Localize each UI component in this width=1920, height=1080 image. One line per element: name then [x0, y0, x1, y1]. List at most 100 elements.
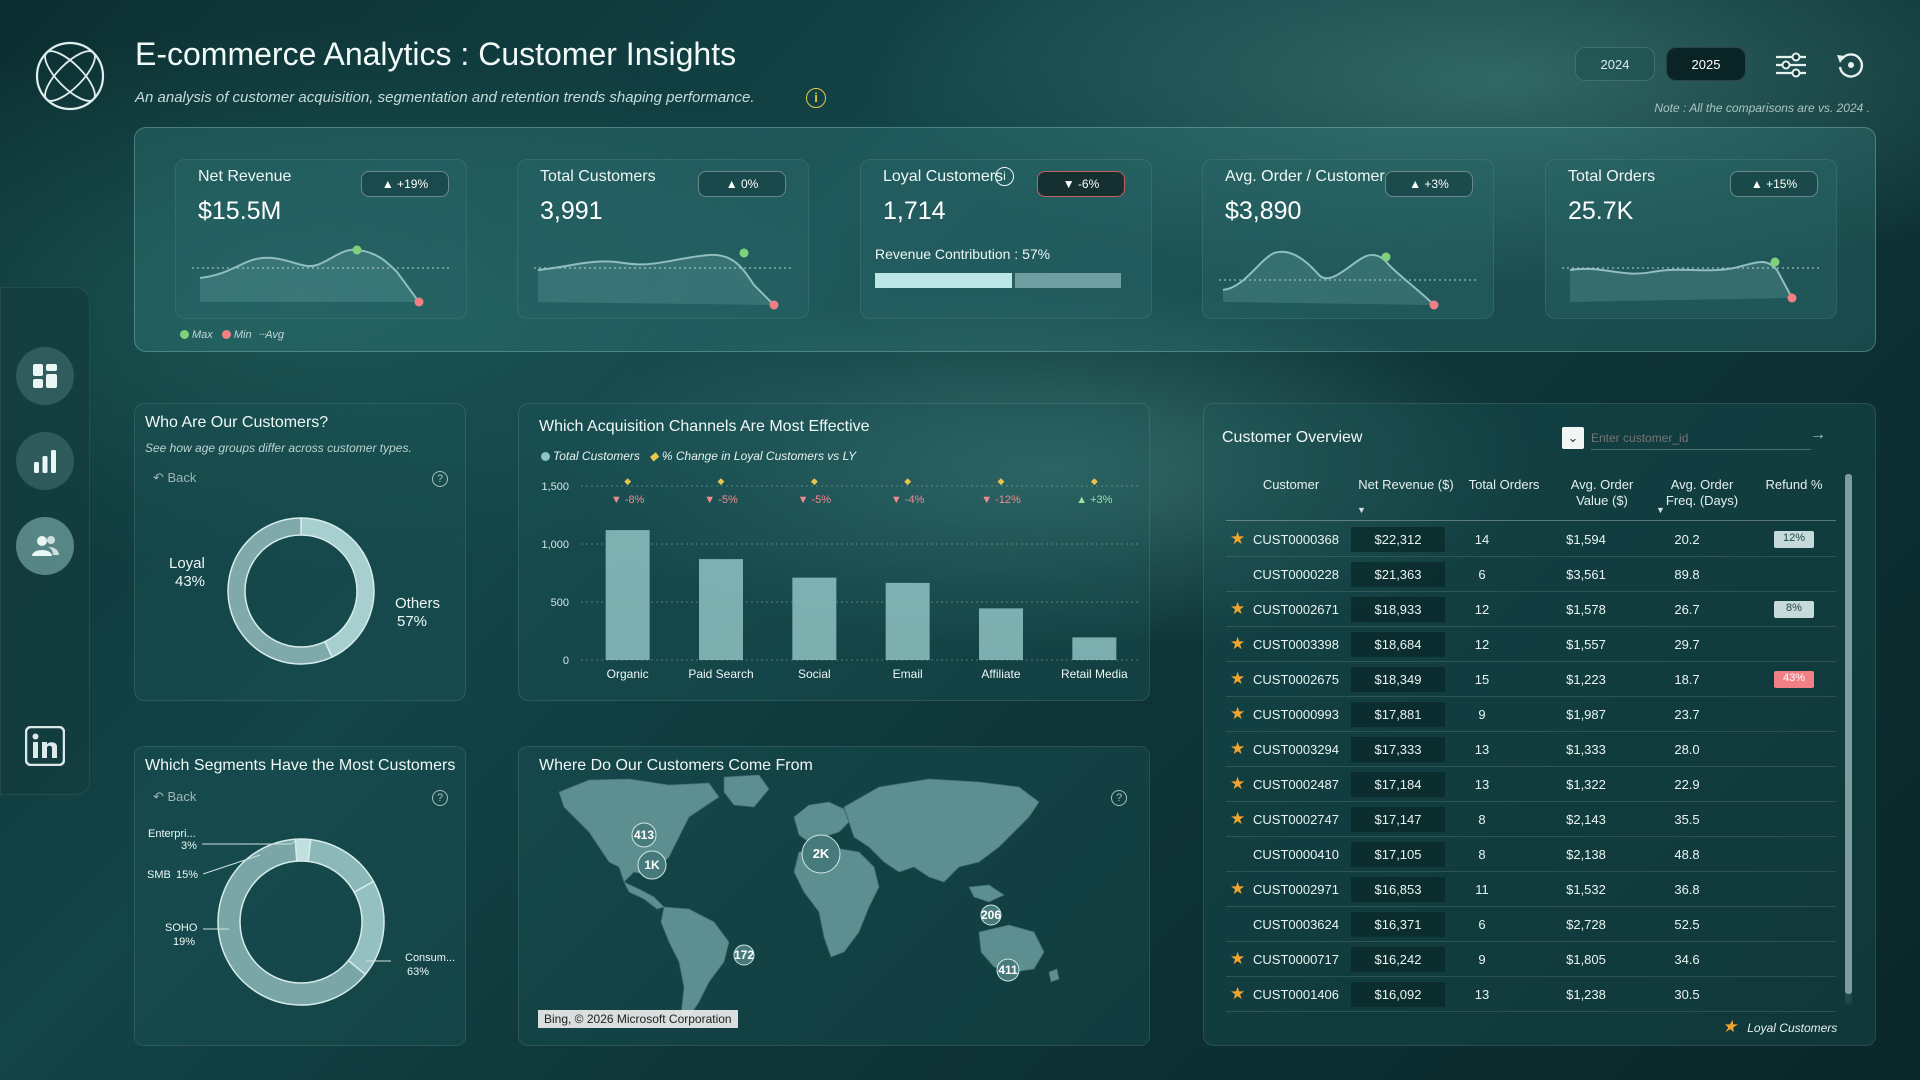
- info-icon[interactable]: i: [806, 88, 826, 108]
- table-row[interactable]: ★ CUST0002487 $17,184 13 $1,322 22.9: [1226, 767, 1836, 802]
- year-2025-button[interactable]: 2025: [1666, 47, 1746, 81]
- donut-slice[interactable]: [307, 838, 375, 894]
- col-header-net-revenue[interactable]: Net Revenue ($): [1358, 477, 1454, 492]
- kpi-total-orders[interactable]: Total Orders 25.7K ▲ +15%: [1545, 159, 1837, 319]
- segment-pct: 3%: [181, 840, 197, 852]
- cell-freq: 20.2: [1674, 532, 1700, 547]
- world-map[interactable]: 413 1K 2K 206 172 411: [519, 747, 1151, 1047]
- cell-customer-id: CUST0000228: [1253, 567, 1339, 582]
- table-row[interactable]: ★ CUST0000717 $16,242 9 $1,805 34.6: [1226, 942, 1836, 977]
- change-marker: ◆: [904, 476, 911, 486]
- cell-net-revenue: $17,105: [1351, 842, 1445, 867]
- cell-aov: $2,138: [1566, 847, 1606, 862]
- col-header-refund[interactable]: Refund %: [1765, 477, 1823, 492]
- map-bubble[interactable]: [801, 834, 841, 874]
- linkedin-icon[interactable]: [25, 726, 65, 766]
- cell-total-orders: 13: [1474, 987, 1490, 1002]
- table-row[interactable]: CUST0000228 $21,363 6 $3,561 89.8: [1226, 557, 1836, 592]
- cell-total-orders: 6: [1478, 917, 1486, 932]
- year-2024-button[interactable]: 2024: [1575, 47, 1655, 81]
- table-row[interactable]: CUST0000410 $17,105 8 $2,138 48.8: [1226, 837, 1836, 872]
- kpi-loyal-customers[interactable]: Loyal Customers i 1,714 ▼ -6% Revenue Co…: [860, 159, 1152, 319]
- col-header-aov[interactable]: Avg. Order Value ($): [1570, 477, 1634, 508]
- bar[interactable]: [1072, 637, 1117, 660]
- segment-pct: 63%: [407, 966, 429, 978]
- help-icon[interactable]: ?: [432, 790, 448, 806]
- cell-total-orders: 6: [1478, 567, 1486, 582]
- sidebar-item-reports[interactable]: [16, 432, 74, 490]
- table-row[interactable]: ★ CUST0001406 $16,092 13 $1,238 30.5: [1226, 977, 1836, 1012]
- sidebar: [0, 287, 90, 795]
- donut-slices: [217, 838, 385, 1006]
- segment-label: SOHO: [165, 922, 198, 934]
- back-button[interactable]: ↶ Back: [153, 789, 197, 804]
- cell-aov: $1,333: [1566, 742, 1606, 757]
- table-row[interactable]: ★ CUST0003398 $18,684 12 $1,557 29.7: [1226, 627, 1836, 662]
- dropdown-chevron-icon[interactable]: ⌄: [1562, 427, 1584, 449]
- y-tick-label: 500: [551, 597, 569, 609]
- loyal-star-icon: ★: [1230, 634, 1246, 653]
- table-row[interactable]: ★ CUST0000368 $22,312 14 $1,594 20.2 12%: [1226, 522, 1836, 557]
- table-row[interactable]: ★ CUST0002971 $16,853 11 $1,532 36.8: [1226, 872, 1836, 907]
- table-scrollbar[interactable]: [1845, 474, 1852, 1004]
- scrollbar-thumb[interactable]: [1845, 474, 1852, 994]
- cell-freq: 89.8: [1674, 567, 1700, 582]
- back-button[interactable]: ↶ Back: [153, 470, 197, 485]
- bar[interactable]: [605, 530, 650, 660]
- table-row[interactable]: ★ CUST0003294 $17,333 13 $1,333 28.0: [1226, 732, 1836, 767]
- change-data-label: ▼ -5%: [798, 494, 832, 506]
- cell-customer-id: CUST0000368: [1253, 532, 1339, 547]
- reset-icon[interactable]: [1834, 49, 1868, 81]
- help-icon[interactable]: ?: [432, 471, 448, 487]
- loyal-star-icon: ★: [1230, 599, 1246, 618]
- page-subtitle: An analysis of customer acquisition, seg…: [135, 89, 755, 106]
- help-icon[interactable]: ?: [1111, 790, 1127, 806]
- donut-slice[interactable]: [217, 838, 367, 1006]
- bar[interactable]: [792, 577, 837, 660]
- map-bubble[interactable]: [996, 958, 1020, 982]
- sidebar-item-customers[interactable]: [16, 517, 74, 575]
- customer-search-input[interactable]: [1591, 426, 1811, 450]
- cell-customer-id: CUST0003624: [1253, 917, 1339, 932]
- kpi-total-customers[interactable]: Total Customers 3,991 ▲ 0%: [517, 159, 809, 319]
- donut-slice[interactable]: [300, 517, 375, 659]
- sidebar-item-overview[interactable]: [16, 347, 74, 405]
- table-row[interactable]: ★ CUST0000993 $17,881 9 $1,987 23.7: [1226, 697, 1836, 732]
- loyal-star-icon: ★: [1230, 984, 1246, 1003]
- cell-freq: 28.0: [1674, 742, 1700, 757]
- dashboard-icon: [33, 364, 57, 388]
- map-bubble[interactable]: [980, 904, 1002, 926]
- col-header-customer[interactable]: Customer: [1262, 477, 1320, 492]
- info-icon[interactable]: i: [995, 167, 1014, 186]
- y-tick-label: 1,000: [541, 539, 569, 551]
- kpi-avg-order-customer[interactable]: Avg. Order / Customer $3,890 ▲ +3%: [1202, 159, 1494, 319]
- sort-desc-icon[interactable]: ▼: [1656, 505, 1665, 515]
- map-bubble[interactable]: [631, 822, 657, 848]
- map-attribution: Bing, © 2026 Microsoft Corporation: [538, 1010, 738, 1028]
- table-row[interactable]: CUST0003624 $16,371 6 $2,728 52.5: [1226, 907, 1836, 942]
- table-row[interactable]: ★ CUST0002747 $17,147 8 $2,143 35.5: [1226, 802, 1836, 837]
- kpi-value: $3,890: [1225, 197, 1302, 225]
- map-bubble[interactable]: [637, 850, 667, 880]
- filter-sliders-icon[interactable]: [1774, 49, 1808, 81]
- x-tick-label: Organic: [607, 667, 649, 681]
- map-bubble[interactable]: [733, 944, 755, 966]
- donut-slice[interactable]: [227, 517, 334, 665]
- col-header-freq[interactable]: Avg. Order Freq. (Days): [1665, 477, 1739, 508]
- sort-desc-icon[interactable]: ▼: [1357, 505, 1366, 515]
- bar[interactable]: [885, 582, 930, 660]
- revenue-contribution-label: Revenue Contribution : 57%: [875, 246, 1051, 262]
- table-row[interactable]: ★ CUST0002671 $18,933 12 $1,578 26.7 8%: [1226, 592, 1836, 627]
- cell-total-orders: 13: [1474, 742, 1490, 757]
- bar[interactable]: [979, 608, 1023, 660]
- col-header-total-orders[interactable]: Total Orders: [1468, 477, 1540, 492]
- arrow-right-icon[interactable]: →: [1810, 426, 1826, 443]
- kpi-value: $15.5M: [198, 197, 282, 225]
- loyal-label: Loyal: [169, 555, 205, 572]
- cell-aov: $1,805: [1566, 952, 1606, 967]
- bubble-label: 411: [998, 963, 1018, 977]
- table-row[interactable]: ★ CUST0002675 $18,349 15 $1,223 18.7 43%: [1226, 662, 1836, 697]
- cell-freq: 48.8: [1674, 847, 1700, 862]
- kpi-net-revenue[interactable]: Net Revenue $15.5M ▲ +19%: [175, 159, 467, 319]
- bar[interactable]: [699, 559, 743, 660]
